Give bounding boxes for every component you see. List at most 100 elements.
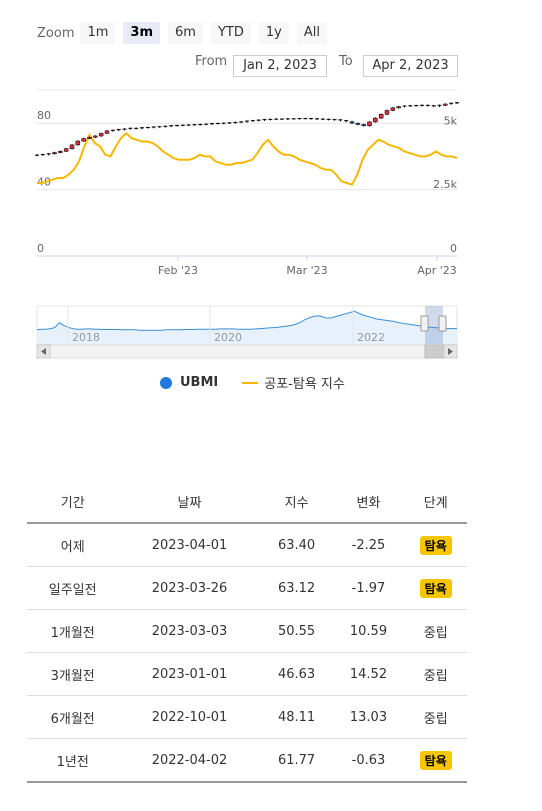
y-right-tick-label: 2.5k	[433, 178, 457, 191]
candle-body	[367, 121, 372, 127]
table-row: 3개월전 2023-01-01 46.63 14.52 중립	[27, 652, 467, 696]
table-row: 6개월전 2022-10-01 48.11 13.03 중립	[27, 695, 467, 739]
change-cell: -2.25	[332, 523, 405, 567]
zoom-label: Zoom	[37, 25, 75, 41]
period-cell: 1년전	[27, 738, 119, 783]
index-cell: 48.11	[260, 695, 333, 739]
candle-body	[373, 117, 378, 123]
table-row: 1개월전 2023-03-03 50.55 10.59 중립	[27, 609, 467, 653]
candle-body	[98, 133, 104, 137]
to-date-input[interactable]: Apr 2, 2023	[363, 55, 458, 77]
change-cell: 13.03	[332, 695, 405, 739]
change-cell: -1.97	[332, 566, 405, 610]
zoom-6m-button[interactable]: 6m	[168, 22, 203, 44]
stage-cell: 탐욕	[404, 523, 467, 567]
period-cell: 1개월전	[27, 609, 119, 653]
candle-body	[75, 140, 81, 146]
scroll-right-arrow-icon	[448, 348, 453, 355]
period-cell: 어제	[27, 523, 119, 567]
candle-body	[69, 144, 75, 149]
stage-cell: 탐욕	[404, 566, 467, 610]
candle-body	[396, 106, 401, 109]
zoom-3m-button[interactable]: 3m	[123, 22, 161, 44]
period-cell: 일주일전	[27, 566, 119, 610]
candle-body	[361, 124, 366, 127]
change-cell: -0.63	[332, 738, 405, 783]
date-cell: 2022-10-01	[118, 695, 261, 739]
candle-body	[390, 107, 396, 111]
y-right-tick-label: 0	[450, 242, 457, 255]
navigator-line	[36, 310, 457, 331]
date-cell: 2023-01-01	[118, 652, 261, 696]
candle-body	[58, 151, 63, 153]
stage-badge: 탐욕	[419, 535, 452, 555]
from-date-input[interactable]: Jan 2, 2023	[233, 55, 327, 77]
table-row: 일주일전 2023-03-26 63.12 -1.97 탐욕	[27, 566, 467, 610]
zoom-all-button[interactable]: All	[296, 22, 327, 44]
change-cell: 10.59	[332, 609, 405, 653]
candle-body	[384, 110, 390, 115]
index-cell: 61.77	[260, 738, 333, 783]
navigator-year-label: 2018	[72, 331, 100, 344]
zoom-1m-button[interactable]: 1m	[80, 22, 116, 44]
stage-cell: 중립	[404, 652, 467, 696]
legend-fg-label[interactable]: 공포-탐욕 지수	[264, 377, 345, 392]
table-row: 어제 2023-04-01 63.40 -2.25 탐욕	[27, 523, 467, 567]
legend-ubmi-label[interactable]: UBMI	[180, 375, 219, 390]
stage-badge: 탐욕	[419, 750, 452, 770]
index-cell: 63.40	[260, 523, 333, 567]
stage-cell: 중립	[404, 609, 467, 653]
header-change: 변화	[332, 480, 405, 524]
y-left-tick-label: 80	[37, 109, 51, 122]
candle-body	[63, 148, 69, 152]
candle-body	[104, 130, 110, 134]
navigator-area	[37, 311, 457, 344]
table-header-row: 기간 날짜 지수 변화 단계	[27, 480, 467, 524]
change-cell: 14.52	[332, 652, 405, 696]
index-cell: 46.63	[260, 652, 333, 696]
legend-fg-marker[interactable]	[242, 381, 259, 384]
navigator-year-label: 2020	[214, 331, 242, 344]
candle-body	[87, 136, 92, 139]
fear-greed-line	[37, 131, 458, 186]
index-cell: 50.55	[260, 609, 333, 653]
date-cell: 2023-04-01	[118, 523, 261, 567]
x-tick-label: Apr '23	[417, 264, 457, 277]
candle-body	[81, 138, 86, 142]
zoom-ytd-button[interactable]: YTD	[210, 22, 251, 44]
scroll-left-arrow-icon	[41, 348, 46, 355]
stage-cell: 탐욕	[404, 738, 467, 783]
zoom-1y-button[interactable]: 1y	[258, 22, 289, 44]
header-date: 날짜	[118, 480, 261, 524]
candle-body	[378, 114, 384, 119]
header-period: 기간	[27, 480, 119, 524]
x-tick-label: Feb '23	[158, 264, 198, 277]
to-label: To	[339, 54, 353, 69]
x-tick-label: Mar '23	[286, 264, 327, 277]
navigator-selection	[425, 306, 443, 344]
header-stage: 단계	[404, 480, 467, 524]
stage-cell: 중립	[404, 695, 467, 739]
legend: UBMI 공포-탐욕 지수	[160, 373, 345, 392]
period-cell: 3개월전	[27, 652, 119, 696]
period-cell: 6개월전	[27, 695, 119, 739]
from-label: From	[195, 54, 228, 69]
candle-body	[52, 152, 57, 155]
stage-badge: 탐욕	[419, 578, 452, 598]
scrollbar-thumb	[424, 344, 445, 359]
candle-body	[355, 122, 361, 125]
date-cell: 2023-03-26	[118, 566, 261, 610]
candle-body	[93, 135, 98, 138]
scrollbar-track	[36, 344, 458, 359]
candle-body	[349, 121, 355, 124]
legend-ubmi-marker[interactable]	[160, 376, 172, 389]
header-index: 지수	[260, 480, 333, 524]
y-left-tick-label: 0	[37, 242, 44, 255]
date-cell: 2022-04-02	[118, 738, 261, 783]
table-row: 1년전 2022-04-02 61.77 -0.63 탐욕	[27, 738, 467, 783]
y-right-tick-label: 5k	[444, 114, 458, 127]
chart-container: Zoom 1m 3m 6m YTD 1y All From Jan 2, 202…	[0, 0, 542, 400]
navigator-handle-right	[438, 315, 447, 332]
zoom-controls: Zoom 1m 3m 6m YTD 1y All	[37, 22, 335, 44]
